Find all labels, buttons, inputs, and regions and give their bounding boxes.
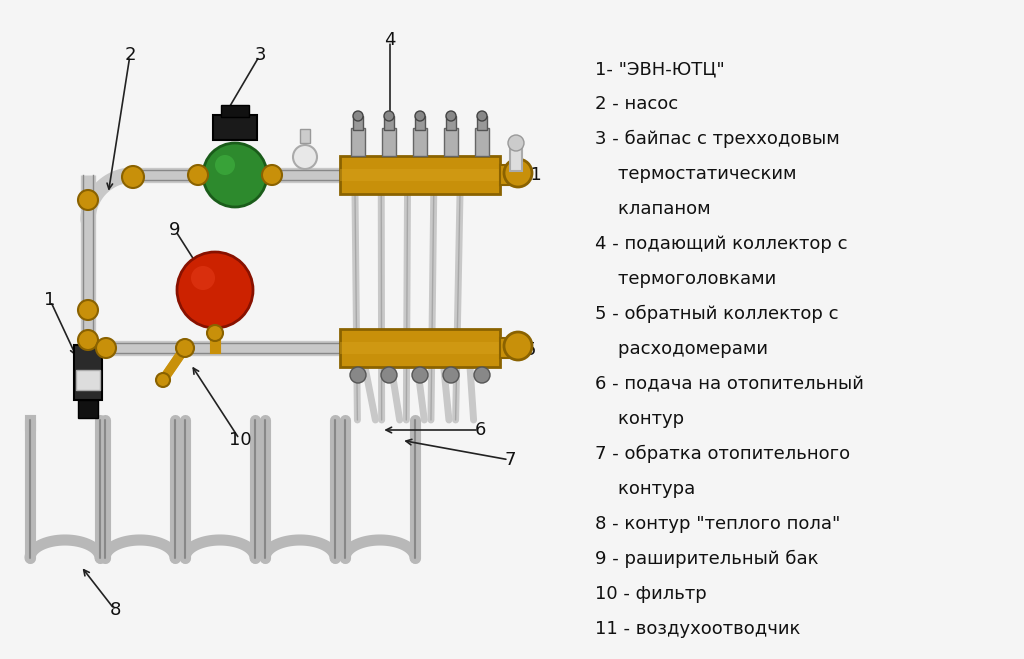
Text: 9: 9 <box>169 221 181 239</box>
Circle shape <box>446 111 456 121</box>
Circle shape <box>384 111 394 121</box>
Bar <box>413 128 427 156</box>
Text: 6: 6 <box>474 421 485 439</box>
Text: 2: 2 <box>124 46 136 64</box>
Text: клапаном: клапаном <box>595 200 711 218</box>
Circle shape <box>122 166 144 188</box>
Bar <box>510 145 522 171</box>
Circle shape <box>177 252 253 328</box>
Bar <box>213 115 257 140</box>
Circle shape <box>353 111 362 121</box>
Circle shape <box>207 325 223 341</box>
Circle shape <box>508 135 524 151</box>
Circle shape <box>262 165 282 185</box>
Circle shape <box>350 367 366 383</box>
Bar <box>340 342 500 354</box>
Bar <box>340 169 500 181</box>
Text: 10: 10 <box>228 431 251 449</box>
Bar <box>340 329 500 367</box>
Text: 8: 8 <box>110 601 121 619</box>
Bar <box>475 128 489 156</box>
Bar <box>415 116 425 130</box>
Bar <box>351 128 365 156</box>
Bar <box>78 400 98 418</box>
Text: 11 - воздухоотводчик: 11 - воздухоотводчик <box>595 620 801 638</box>
Circle shape <box>293 145 317 169</box>
Text: 2 - насос: 2 - насос <box>595 95 678 113</box>
Text: 8 - контур "теплого пола": 8 - контур "теплого пола" <box>595 515 841 533</box>
Bar <box>74 345 102 400</box>
Text: 7 - обратка отопительного: 7 - обратка отопительного <box>595 445 850 463</box>
Text: 5: 5 <box>524 341 536 359</box>
Polygon shape <box>158 348 190 380</box>
Circle shape <box>176 339 194 357</box>
Text: 1- "ЭВН-ЮТЦ": 1- "ЭВН-ЮТЦ" <box>595 60 725 78</box>
Text: 5 - обратный коллектор с: 5 - обратный коллектор с <box>595 305 839 324</box>
Text: контура: контура <box>595 480 695 498</box>
Text: 3 - байпас с трехходовым: 3 - байпас с трехходовым <box>595 130 840 148</box>
Text: расходомерами: расходомерами <box>595 340 768 358</box>
Circle shape <box>477 111 487 121</box>
Text: 4 - подающий коллектор с: 4 - подающий коллектор с <box>595 235 848 253</box>
Bar <box>353 116 362 130</box>
Text: 1: 1 <box>44 291 55 309</box>
Text: термостатическим: термостатическим <box>595 165 797 183</box>
Bar <box>221 105 249 117</box>
Circle shape <box>78 330 98 350</box>
Text: 9 - раширительный бак: 9 - раширительный бак <box>595 550 818 568</box>
Circle shape <box>474 367 490 383</box>
Bar <box>444 128 458 156</box>
Bar <box>340 156 500 194</box>
Bar <box>477 116 487 130</box>
Circle shape <box>156 373 170 387</box>
Circle shape <box>443 367 459 383</box>
Bar <box>500 338 520 358</box>
Bar <box>300 129 310 143</box>
Circle shape <box>215 155 234 175</box>
Circle shape <box>188 165 208 185</box>
Text: 7: 7 <box>504 451 516 469</box>
Text: 6 - подача на отопительный: 6 - подача на отопительный <box>595 375 864 393</box>
Text: 3: 3 <box>254 46 266 64</box>
Bar <box>446 116 456 130</box>
Circle shape <box>415 111 425 121</box>
Circle shape <box>191 266 215 290</box>
Circle shape <box>203 143 267 207</box>
Circle shape <box>78 190 98 210</box>
Bar <box>382 128 396 156</box>
Circle shape <box>78 300 98 320</box>
Circle shape <box>381 367 397 383</box>
Text: 10 - фильтр: 10 - фильтр <box>595 585 707 603</box>
Circle shape <box>412 367 428 383</box>
Circle shape <box>504 332 532 360</box>
Text: термоголовками: термоголовками <box>595 270 776 288</box>
Text: 11: 11 <box>518 166 542 184</box>
Circle shape <box>504 159 532 187</box>
Text: контур: контур <box>595 410 684 428</box>
Text: 4: 4 <box>384 31 395 49</box>
Bar <box>500 165 520 185</box>
Bar <box>384 116 394 130</box>
Bar <box>76 370 100 390</box>
Circle shape <box>96 338 116 358</box>
